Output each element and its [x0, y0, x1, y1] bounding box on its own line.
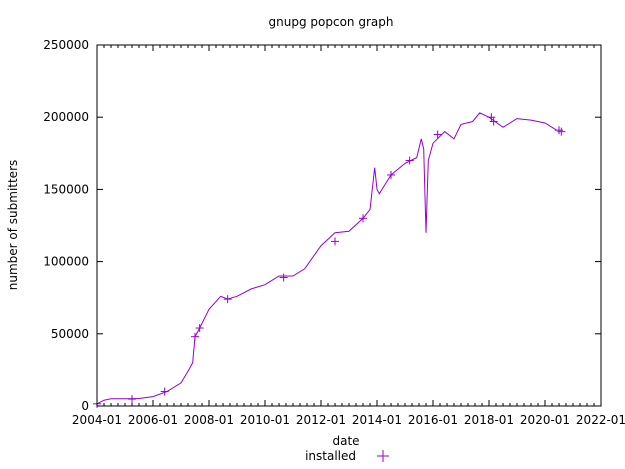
data-point-marker	[128, 395, 136, 404]
data-point-marker	[160, 387, 169, 396]
series-line-installed	[96, 112, 557, 405]
data-point-marker	[405, 156, 414, 165]
x-axis-label: date	[332, 434, 359, 448]
series-markers	[93, 113, 566, 408]
x-tick-label: 2010-01	[240, 413, 290, 427]
x-tick-label: 2012-01	[296, 413, 346, 427]
y-tick-label: 50000	[51, 327, 89, 341]
x-tick-label: 2022-01	[576, 413, 625, 427]
data-point-marker	[223, 295, 232, 304]
data-point-marker	[195, 324, 204, 333]
legend-marker-plus-icon	[377, 450, 389, 462]
series-installed	[96, 112, 557, 405]
data-point-marker	[331, 237, 339, 246]
x-tick-label: 2020-01	[520, 413, 570, 427]
chart-title: gnupg popcon graph	[269, 15, 394, 29]
data-point-marker	[433, 130, 442, 139]
x-tick-label: 2008-01	[184, 413, 234, 427]
data-point-marker	[279, 273, 288, 282]
data-point-marker	[387, 170, 395, 179]
data-point-marker	[489, 117, 498, 126]
y-axis-label: number of submitters	[6, 160, 20, 291]
data-point-marker	[487, 113, 496, 122]
x-tick-label: 2014-01	[352, 413, 402, 427]
legend-label-installed: installed	[305, 449, 356, 463]
legend: installed	[305, 449, 389, 463]
x-tick-label: 2006-01	[128, 413, 178, 427]
x-tick-label: 2018-01	[464, 413, 514, 427]
x-tick-label: 2004-01	[72, 413, 122, 427]
y-tick-label: 0	[81, 399, 89, 413]
y-tick-label: 150000	[43, 182, 89, 196]
data-point-marker	[191, 332, 199, 341]
y-tick-label: 200000	[43, 110, 89, 124]
x-tick-label: 2016-01	[408, 413, 458, 427]
data-point-marker	[557, 127, 566, 136]
y-tick-label: 250000	[43, 38, 89, 52]
y-tick-label: 100000	[43, 255, 89, 269]
plot-frame	[96, 44, 602, 407]
data-point-marker	[359, 214, 367, 223]
axis-ticks: 0 50000 100000 150000 200000 250000 2004-01 200…	[43, 38, 625, 427]
